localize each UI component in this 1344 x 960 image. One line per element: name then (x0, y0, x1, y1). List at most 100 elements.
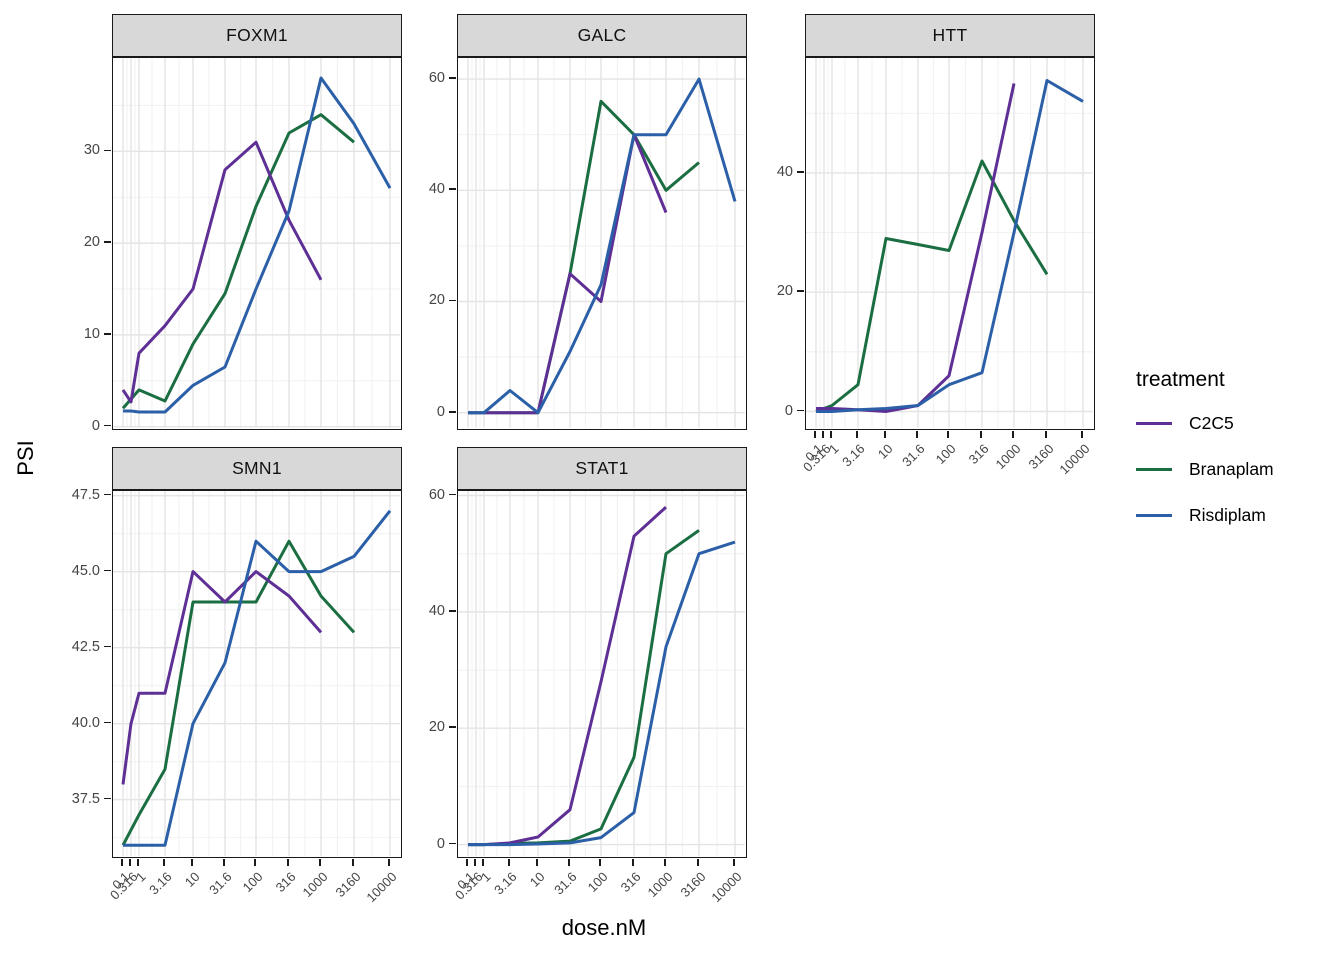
y-tick-mark (449, 493, 456, 496)
risdiplam-line-key-icon (1136, 513, 1172, 517)
x-tick-mark (980, 431, 982, 438)
y-tick-mark (104, 797, 111, 800)
x-tick-mark (664, 859, 666, 866)
y-tick-label: 20 (428, 719, 445, 736)
y-tick-mark (104, 241, 111, 243)
x-tick-mark (599, 859, 601, 866)
y-tick-label: 47.5 (71, 486, 100, 503)
y-tick-mark (104, 493, 111, 496)
x-tick-mark (1012, 431, 1014, 438)
y-tick-mark (104, 645, 111, 648)
series-line-branaplam (467, 99, 700, 415)
plot-area-stat1 (457, 490, 747, 858)
y-tick-label: 0 (436, 835, 445, 852)
y-tick-mark (104, 569, 111, 572)
legend-label-c2c5: C2C5 (1189, 412, 1234, 433)
plot-area-foxm1 (112, 57, 402, 430)
y-tick-mark (104, 149, 111, 152)
x-tick-mark (508, 859, 510, 866)
plot-area-smn1 (112, 490, 402, 858)
y-tick-label: 30 (83, 142, 100, 159)
y-tick-label: 42.5 (71, 638, 100, 655)
legend-item-risdiplam: Risdiplam (1136, 500, 1336, 530)
plot-area-galc (457, 57, 747, 430)
x-tick-mark (121, 859, 123, 866)
x-tick-mark (223, 859, 225, 866)
y-tick-label: 40.0 (71, 714, 100, 731)
x-tick-mark (697, 859, 699, 866)
y-tick-label: 20 (776, 283, 793, 300)
series-line-branaplam (815, 159, 1049, 413)
x-tick-mark (474, 859, 476, 866)
legend-label-branaplam: Branaplam (1189, 458, 1274, 479)
y-tick-label: 20 (83, 234, 100, 251)
y-tick-label: 0 (784, 402, 793, 419)
y-tick-mark (104, 424, 111, 427)
branaplam-line-key-icon (1136, 467, 1172, 471)
y-tick-mark (449, 610, 456, 612)
y-tick-label: 60 (428, 70, 445, 87)
panel-smn1: SMN1 37.5 40.0 42.5 45.0 47.5 0.1 0.316 1 3.16 10… (72, 447, 402, 918)
panel-title-stat1: STAT1 (457, 447, 747, 490)
panel-title-smn1: SMN1 (112, 447, 402, 490)
x-tick-mark (856, 431, 858, 438)
series-line-c2c5 (815, 83, 1016, 413)
x-tick-mark (916, 431, 918, 438)
x-tick-mark (482, 859, 484, 866)
x-tick-mark (884, 431, 886, 438)
y-axis-title: PSI (13, 440, 38, 476)
x-tick-mark (733, 859, 735, 866)
series-line-c2c5 (121, 140, 323, 404)
x-tick-mark (947, 431, 949, 438)
panel-stat1: STAT1 0 20 40 60 0.1 0.316 1 3.16 10 31.6 100 316 10… (429, 447, 747, 918)
y-tick-mark (104, 333, 111, 335)
panel-title-galc: GALC (457, 14, 747, 57)
y-tick-mark (449, 188, 456, 191)
x-tick-mark (352, 859, 354, 866)
x-tick-mark (129, 859, 131, 866)
y-tick-label: 40 (776, 163, 793, 180)
x-tick-mark (814, 431, 816, 438)
legend-title: treatment (1136, 368, 1225, 391)
y-tick-label: 37.5 (71, 790, 100, 807)
y-tick-mark (449, 726, 456, 729)
x-tick-mark (632, 859, 634, 866)
y-tick-mark (797, 409, 804, 412)
panel-galc: GALC 0 20 40 60 (429, 14, 747, 490)
x-axis-title: dose.nM (561, 915, 647, 940)
y-tick-mark (104, 721, 111, 724)
x-tick-mark (163, 859, 165, 866)
x-tick-mark (568, 859, 570, 866)
x-tick-mark (536, 859, 538, 866)
y-tick-mark (449, 299, 456, 302)
x-tick-mark (191, 859, 193, 866)
y-tick-label: 45.0 (71, 562, 100, 579)
series-line-risdiplam (467, 540, 736, 847)
x-tick-mark (388, 859, 390, 866)
y-tick-label: 10 (83, 325, 100, 342)
legend-item-branaplam: Branaplam (1136, 454, 1336, 484)
y-tick-mark (797, 290, 804, 292)
panel-foxm1: FOXM1 0 10 20 30 (84, 14, 402, 490)
series-line-branaplam (121, 113, 355, 410)
x-tick-mark (822, 431, 824, 438)
y-tick-label: 40 (428, 181, 445, 198)
series-line-risdiplam (122, 509, 392, 847)
legend: treatment C2C5 Branaplam Risdiplam (1136, 368, 1336, 530)
series-line-c2c5 (467, 133, 668, 415)
legend-label-risdiplam: Risdiplam (1189, 504, 1266, 525)
y-tick-label: 60 (428, 486, 445, 503)
series-line-risdiplam (467, 77, 737, 415)
series-line-c2c5 (121, 570, 323, 785)
y-tick-label: 20 (428, 292, 445, 309)
series-line-risdiplam (815, 79, 1084, 413)
y-tick-mark (797, 171, 804, 173)
y-tick-label: 40 (428, 602, 445, 619)
x-tick-mark (254, 859, 256, 866)
series-line-branaplam (121, 539, 356, 846)
panel-title-foxm1: FOXM1 (112, 14, 402, 57)
y-tick-mark (449, 410, 456, 413)
y-tick-label: 0 (91, 417, 100, 434)
c2c5-line-key-icon (1136, 421, 1172, 425)
